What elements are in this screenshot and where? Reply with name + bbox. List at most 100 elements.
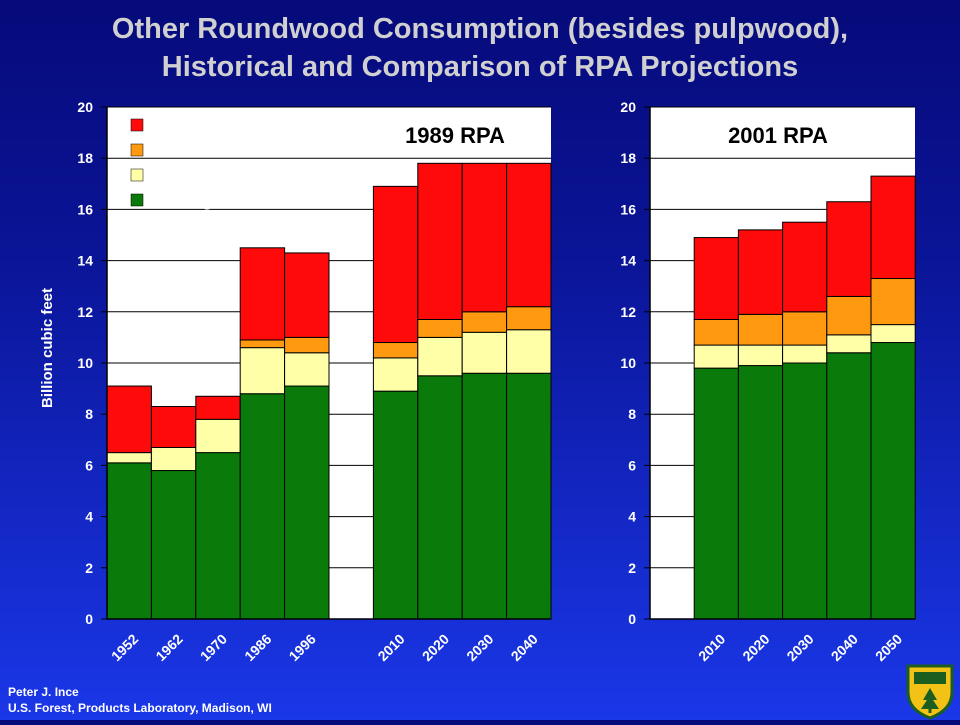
panel-1-y-tick-label: 14 (77, 253, 93, 269)
panel-1-y-tick-label: 18 (77, 150, 93, 166)
panel-1-x-tick-label-1952: 1952 (108, 631, 141, 664)
panel-1-bar-fuelwood-misc-2040 (506, 162, 552, 308)
panel-2-bar-fuelwood-misc-2030 (782, 221, 828, 313)
panel-2-bar-sawlogs-2030 (782, 362, 828, 620)
panel-2-bar-sawlogs-2050 (870, 342, 916, 620)
usda-forest-service-shield-icon (904, 662, 956, 725)
panel-1-bar-osb-2040 (506, 306, 552, 331)
panel-2-x-tick-label-2020: 2020 (739, 631, 772, 664)
panel-1-x-tick-label-2020: 2020 (419, 631, 452, 664)
panel-1-label: 1989 RPA (405, 123, 505, 148)
panel-1-bar-veneer-logs-1952 (106, 452, 152, 464)
panel-1-bar-veneer-logs-1962 (150, 446, 197, 472)
panel-1-bar-sawlogs-2030 (461, 372, 508, 620)
panel-2-x-tick-label-2010: 2010 (695, 631, 728, 664)
panel-2-x-tick-label-2030: 2030 (783, 631, 816, 664)
panel-1-x-tick-label-1986: 1986 (241, 631, 274, 664)
legend-swatch-sawlogs (130, 193, 144, 207)
panel-2-y-tick-label: 4 (628, 509, 636, 525)
panel-1-bar-veneer-logs-2020 (417, 336, 463, 377)
panel-1-bar-veneer-logs-2010 (372, 357, 419, 392)
panel-2-bar-veneer-logs-2020 (737, 344, 784, 367)
panel-2-bar-fuelwood-misc-2040 (826, 201, 872, 297)
panel-1-y-tick-label: 12 (77, 304, 93, 320)
panel-2-bar-fuelwood-misc-2050 (870, 175, 916, 280)
panel-2-y-tick-label: 2 (628, 560, 636, 576)
panel-1-bar-osb-1996 (284, 336, 330, 354)
panel-2-bar-osb-2020 (737, 313, 784, 346)
panel-1-bar-sawlogs-2010 (372, 390, 419, 620)
panel-1-bar-fuelwood-misc-1986 (239, 247, 286, 341)
panel-2-bar-sawlogs-2020 (737, 365, 784, 620)
chart-title: Other Roundwood Consumption (besides pul… (0, 10, 960, 86)
panel-1-bar-veneer-logs-2040 (506, 329, 552, 374)
panel-1-y-tick-label: 0 (85, 611, 93, 627)
panel-1-bar-osb-2030 (461, 311, 508, 333)
panel-1-y-tick-label: 2 (85, 560, 93, 576)
panel-1-bar-sawlogs-1970 (195, 452, 241, 620)
panel-1-bar-fuelwood-misc-1996 (284, 252, 330, 338)
panel-1-bar-fuelwood-misc-1970 (195, 395, 241, 420)
panel-1-bar-osb-1986 (239, 339, 286, 349)
panel-1-bar-veneer-logs-1986 (239, 347, 286, 395)
panel-1-bar-osb-2010 (372, 342, 419, 359)
panel-1-x-tick-label-2010: 2010 (374, 631, 407, 664)
panel-1-bar-sawlogs-2020 (417, 375, 463, 620)
panel-2-bar-osb-2030 (782, 311, 828, 346)
author-affiliation: U.S. Forest, Products Laboratory, Madiso… (8, 701, 272, 715)
panel-2-bar-sawlogs-2040 (826, 352, 872, 620)
panel-1-x-tick-label-1970: 1970 (197, 631, 230, 664)
panel-2-bar-veneer-logs-2030 (782, 344, 828, 364)
legend-swatch-fuelwood-misc (130, 118, 144, 132)
panel-2-y-tick-label: 16 (620, 201, 636, 217)
panel-2-y-tick-label: 8 (628, 406, 636, 422)
legend-label-veneer-logs: Veneer logs (156, 168, 246, 185)
panel-1-y-tick-label: 8 (85, 406, 93, 422)
panel-1-x-tick-label-2040: 2040 (508, 631, 541, 664)
panel-1-x-tick-label-2030: 2030 (463, 631, 496, 664)
panel-1-y-tick-label: 6 (85, 457, 93, 473)
panel-1-y-tick-label: 20 (77, 99, 93, 115)
panel-1-y-tick-label: 4 (85, 509, 93, 525)
panel-2-y-tick-label: 20 (620, 99, 636, 115)
panel-2-y-tick-label: 10 (620, 355, 636, 371)
panel-2-x-tick-label-2040: 2040 (828, 631, 861, 664)
panel-2-y-tick-label: 0 (628, 611, 636, 627)
legend-swatch-veneer-logs (130, 168, 144, 182)
legend-label-fuelwood-misc: Fuelwood & Misc. (156, 118, 291, 135)
panel-2-bar-fuelwood-misc-2020 (737, 229, 784, 315)
panel-1-bar-fuelwood-misc-2020 (417, 162, 463, 320)
panel-2-y-tick-label: 6 (628, 457, 636, 473)
panel-1-bar-sawlogs-1986 (239, 393, 286, 620)
panel-1-bar-fuelwood-misc-2010 (372, 185, 419, 344)
panel-1-x-tick-label-1962: 1962 (152, 631, 185, 664)
panel-2-bar-osb-2050 (870, 278, 916, 326)
panel-1-bar-veneer-logs-2030 (461, 331, 508, 374)
panel-1-bar-osb-2020 (417, 318, 463, 338)
panel-1-y-tick-label: 10 (77, 355, 93, 371)
panel-1-bar-fuelwood-misc-2030 (461, 162, 508, 313)
panel-1-bar-veneer-logs-1996 (284, 352, 330, 387)
panel-1-bar-sawlogs-1952 (106, 462, 152, 620)
panel-1-bar-sawlogs-2040 (506, 372, 552, 620)
panel-1-x-tick-label-1996: 1996 (286, 631, 319, 664)
panel-2-bar-veneer-logs-2010 (693, 344, 739, 369)
legend-swatch-osb (130, 143, 144, 157)
y-axis-title: Billion cubic feet (39, 288, 56, 408)
panel-2-bar-veneer-logs-2040 (826, 334, 872, 354)
chart-title-line-1: Other Roundwood Consumption (besides pul… (111, 13, 849, 45)
author-name: Peter J. Ince (8, 685, 79, 699)
panel-2-label: 2001 RPA (728, 123, 828, 148)
panel-2-bar-sawlogs-2010 (693, 367, 739, 620)
chart-title-line-2: Historical and Comparison of RPA Project… (161, 51, 799, 83)
legend-label-sawlogs: Sawlogs (156, 193, 221, 210)
panel-2-y-tick-label: 18 (620, 150, 636, 166)
panel-1-bar-sawlogs-1962 (150, 470, 197, 620)
panel-1-bar-veneer-logs-1970 (195, 418, 241, 454)
panel-1-y-tick-label: 16 (77, 201, 93, 217)
legend-label-osb: OSB (156, 143, 191, 160)
panel-2-bar-osb-2010 (693, 318, 739, 346)
panel-2-bar-veneer-logs-2050 (870, 324, 916, 344)
panel-2-y-tick-label: 14 (620, 253, 636, 269)
